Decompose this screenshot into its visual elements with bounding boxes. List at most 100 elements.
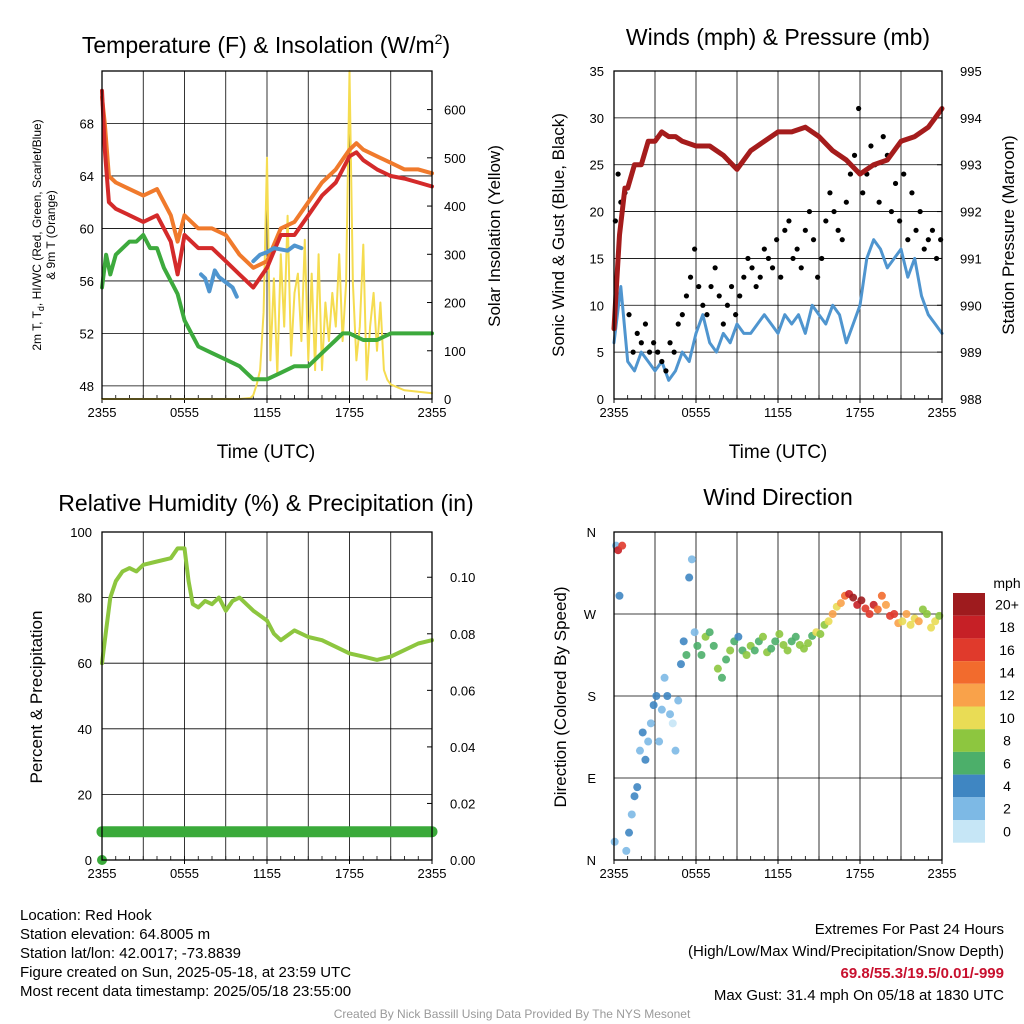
gust-point: [851, 152, 858, 158]
temp-chart-title: Temperature (F) & Insolation (W/m2): [82, 31, 450, 58]
gust-point: [712, 265, 718, 271]
wdir-point: [618, 541, 627, 550]
wdir-y-axis-label-left: Direction (Colored By Speed): [551, 586, 570, 807]
wdir-point: [666, 710, 675, 719]
gust-point: [843, 199, 849, 205]
temp-y-tick-label: 56: [80, 274, 94, 289]
wdir-point: [644, 737, 653, 746]
gust-point: [925, 237, 931, 243]
gust-point: [737, 293, 743, 299]
rh-plot-border: [101, 531, 433, 861]
temp-series-blue: [251, 243, 304, 264]
gust-point: [831, 208, 837, 215]
rh-y-right-tick-label: 0.06: [450, 683, 475, 698]
gust-point: [880, 134, 886, 140]
winds-x-tick-label: 1755: [846, 405, 875, 420]
gust-point: [868, 143, 874, 149]
winds-y-right-tick-label: 990: [960, 298, 982, 313]
gust-point: [769, 265, 776, 271]
winds-y-tick-label: 20: [590, 205, 604, 220]
wdir-x-tick-label: 1755: [846, 866, 875, 881]
rh-y-tick-label: 40: [78, 722, 92, 737]
wdir-point: [898, 617, 907, 626]
winds-y-tick-label: 0: [597, 392, 604, 407]
gust-point: [745, 255, 751, 262]
wdir-point: [877, 591, 886, 600]
gust-point: [765, 255, 772, 262]
gust-point: [802, 227, 808, 233]
wdir-point: [816, 630, 825, 639]
gust-point: [778, 274, 784, 280]
wdir-plot-border: [613, 531, 943, 861]
station-latlon: Station lat/lon: 42.0017; -73.8839: [20, 945, 242, 962]
legend-swatch: [953, 797, 985, 820]
gust-point: [692, 246, 698, 252]
winds-x-tick-label: 2355: [928, 405, 957, 420]
gust-point: [774, 237, 780, 243]
winds-y-tick-label: 5: [597, 345, 604, 360]
gust-point: [790, 255, 796, 262]
temp-y-tick-label: 48: [80, 379, 94, 394]
wdir-point: [717, 673, 726, 682]
winds-x-tick-label: 1155: [764, 405, 792, 420]
gust-point: [782, 227, 788, 233]
panel-winds: Winds (mph) & Pressure (mb) Time (UTC) S…: [549, 24, 1018, 463]
wdir-point: [690, 628, 699, 637]
legend-swatch: [953, 751, 985, 775]
wdir-point: [922, 610, 931, 618]
wdir-point: [836, 599, 845, 608]
gust-point: [860, 190, 866, 196]
rh-y-tick-label: 100: [70, 525, 92, 540]
winds-y-right-tick-label: 989: [960, 345, 982, 360]
temp-series-red: [100, 88, 434, 290]
temp-series-orange: [100, 95, 434, 270]
winds-chart-title: Winds (mph) & Pressure (mb): [626, 24, 930, 50]
gust-point: [876, 199, 882, 205]
wdir-point: [783, 646, 792, 655]
wdir-x-tick-label: 2355: [928, 866, 957, 881]
wdir-y-tick-label: N: [587, 853, 596, 868]
gust-point: [921, 246, 927, 252]
recent-timestamp: Most recent data timestamp: 2025/05/18 2…: [20, 983, 352, 1000]
temp-x-tick-label: 1755: [335, 405, 364, 420]
rh-y-right-tick-label: 0.02: [450, 796, 475, 811]
rh-x-tick-label: 1755: [335, 866, 364, 881]
temp-plot-border: [101, 70, 433, 400]
gust-point: [856, 105, 862, 112]
legend-label: 0: [1003, 823, 1011, 839]
gust-point: [741, 274, 747, 280]
gust-point: [671, 349, 677, 355]
gust-point: [642, 321, 649, 327]
rh-chart-title: Relative Humidity (%) & Precipitation (i…: [58, 490, 473, 516]
gust-point: [733, 312, 739, 318]
winds-plot-border: [613, 70, 943, 400]
gust-point: [794, 246, 800, 252]
gust-point: [892, 180, 899, 187]
wdir-point: [697, 651, 706, 659]
gust-point: [798, 265, 804, 271]
gust-point: [810, 237, 817, 243]
winds-y-right-tick-label: 988: [960, 392, 982, 407]
wdir-chart-title: Wind Direction: [703, 484, 853, 510]
winds-y-axis-label-left: Sonic Wind & Gust (Blue, Black): [549, 113, 568, 357]
temp-y-right-tick-label: 200: [444, 296, 466, 311]
wdir-y-tick-label: S: [587, 689, 596, 704]
wdir-y-tick-label: W: [584, 607, 597, 622]
wdir-point: [902, 610, 911, 618]
wdir-point: [861, 604, 870, 613]
wdir-point: [779, 640, 788, 649]
wdir-point: [655, 737, 664, 746]
gust-point: [659, 358, 665, 365]
rh-y-tick-label: 20: [78, 787, 92, 802]
panel-wind-direction: Wind Direction Direction (Colored By Spe…: [551, 484, 1021, 881]
legend-swatch: [953, 683, 985, 707]
wdir-point: [674, 696, 683, 705]
wdir-point: [775, 630, 784, 639]
gust-point: [679, 312, 685, 318]
gust-point: [933, 255, 940, 262]
gust-point: [655, 349, 661, 355]
winds-x-tick-label: 0555: [682, 405, 711, 420]
wdir-y-tick-label: E: [587, 771, 596, 786]
winds-series-blue: [612, 238, 944, 382]
